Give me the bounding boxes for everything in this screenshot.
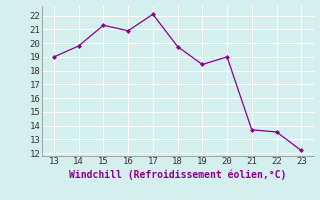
X-axis label: Windchill (Refroidissement éolien,°C): Windchill (Refroidissement éolien,°C) <box>69 169 286 180</box>
